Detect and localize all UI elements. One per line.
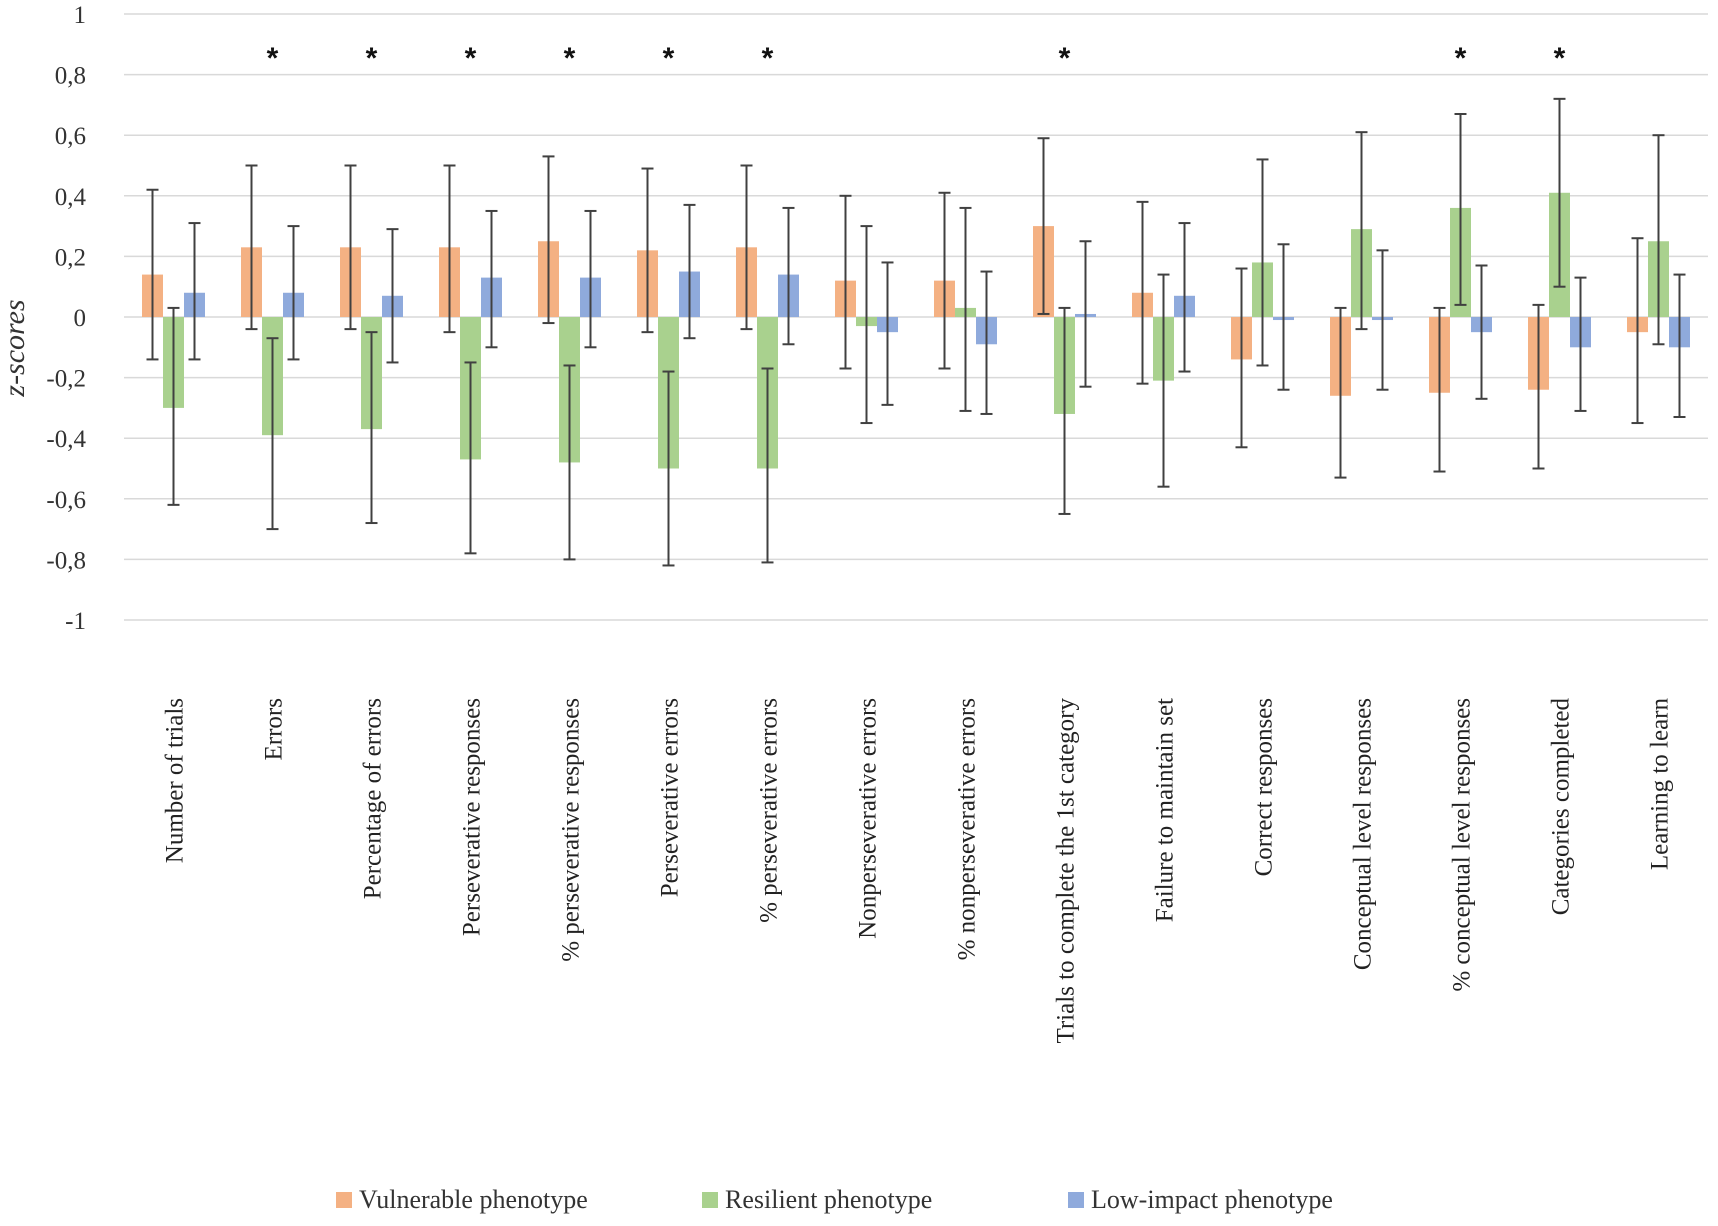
significance-star: *: [465, 42, 477, 75]
bars: [142, 192, 1690, 469]
x-axis-category-labels: Number of trials Errors Percentage of erro…: [162, 698, 1674, 1044]
significance-star: *: [762, 42, 774, 75]
category-label: Percentage of errors: [360, 698, 387, 899]
category-label: Number of trials: [162, 698, 189, 863]
y-tick-label: -1: [65, 608, 86, 635]
significance-star: *: [663, 42, 675, 75]
significance-star: *: [1059, 42, 1071, 75]
category-label: Perseverative errors: [657, 698, 684, 897]
y-tick-label: 0: [74, 305, 87, 332]
category-label: Conceptual level responses: [1350, 698, 1377, 970]
category-label: Failure to maintain set: [1152, 698, 1179, 922]
category-label: Perseverative responses: [459, 698, 486, 936]
significance-star: *: [564, 42, 576, 75]
legend-item: Vulnerable phenotype: [336, 1185, 588, 1214]
category-label: % nonperseverative errors: [954, 698, 981, 960]
legend-swatch: [702, 1192, 718, 1208]
category-label: Nonperseverative errors: [855, 698, 882, 939]
legend-label: Low-impact phenotype: [1091, 1185, 1333, 1214]
significance-markers: * * * * * * * * *: [267, 42, 1566, 75]
y-tick-label: -0,2: [46, 366, 86, 393]
legend-swatch: [336, 1192, 352, 1208]
significance-star: *: [1554, 42, 1566, 75]
category-label: Learning to learn: [1647, 698, 1674, 871]
category-label: % perseverative errors: [756, 698, 783, 923]
y-tick-label: -0,6: [46, 487, 86, 514]
legend-label: Vulnerable phenotype: [359, 1185, 588, 1214]
significance-star: *: [366, 42, 378, 75]
error-bars: [146, 97, 1686, 567]
legend-label: Resilient phenotype: [725, 1185, 932, 1214]
legend: Vulnerable phenotype Resilient phenotype L…: [336, 1185, 1333, 1214]
y-tick-label: 0,2: [55, 244, 86, 271]
category-label: Errors: [261, 698, 288, 760]
legend-item: Low-impact phenotype: [1068, 1185, 1333, 1214]
y-tick-label: 1: [74, 2, 87, 29]
category-label: Trials to complete the 1st category: [1053, 698, 1080, 1044]
category-label: % perseverative responses: [558, 698, 585, 962]
y-tick-label: -0,8: [46, 547, 86, 574]
y-axis-label: z-scores: [0, 299, 31, 397]
significance-star: *: [1455, 42, 1467, 75]
y-tick-label: 0,6: [55, 123, 86, 150]
y-axis-ticks: 1 0,8 0,6 0,4 0,2 0 -0,2 -0,4 -0,6 -0,8 -1: [46, 2, 86, 635]
significance-star: *: [267, 42, 279, 75]
y-tick-label: -0,4: [46, 426, 86, 453]
category-label: % conceptual level responses: [1449, 698, 1476, 992]
legend-swatch: [1068, 1192, 1084, 1208]
category-label: Correct responses: [1251, 698, 1278, 876]
y-tick-label: 0,8: [55, 63, 86, 90]
y-tick-label: 0,4: [55, 184, 87, 211]
legend-item: Resilient phenotype: [702, 1185, 932, 1214]
category-label: Categories completed: [1548, 698, 1575, 916]
